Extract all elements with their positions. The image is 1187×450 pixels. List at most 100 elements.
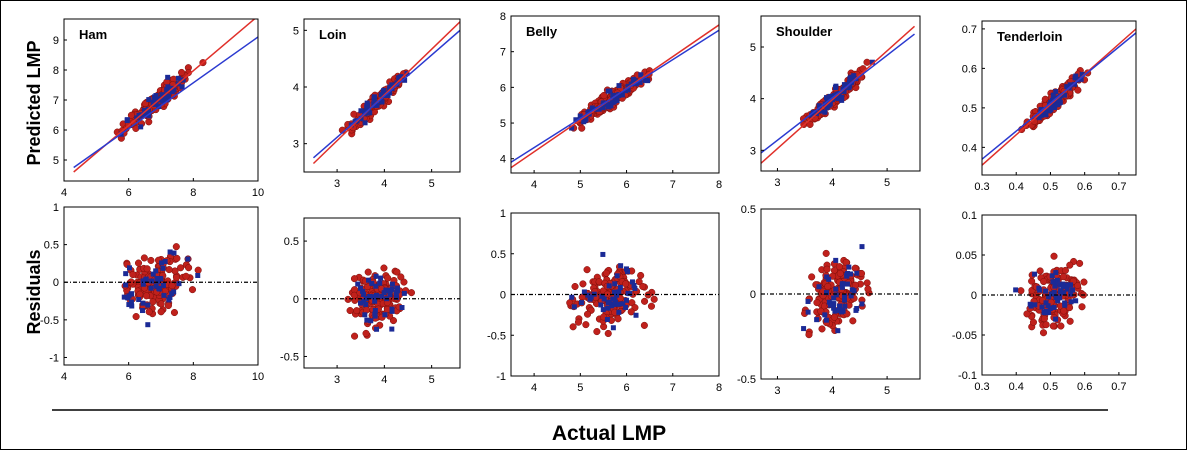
y-tick-label: -0.5 xyxy=(737,374,756,386)
data-point-red xyxy=(824,282,832,291)
fit-line-blue xyxy=(73,36,258,169)
data-point-blue xyxy=(859,244,865,250)
data-point-red xyxy=(639,282,647,291)
data-point-blue xyxy=(372,298,378,304)
data-point-blue xyxy=(121,294,127,300)
data-point-red xyxy=(1060,307,1068,315)
data-point-blue xyxy=(839,284,845,290)
data-point-blue xyxy=(832,308,838,314)
data-point-blue xyxy=(140,300,146,306)
panel-6: 3 4 5 -0.5 0 0.5 xyxy=(280,217,461,386)
data-point-blue xyxy=(136,297,142,303)
data-point-blue xyxy=(1051,289,1057,295)
fit-line-blue xyxy=(511,29,719,163)
data-point-blue xyxy=(596,106,602,112)
y-tick-label: -0.5 xyxy=(40,315,59,327)
y-tick-label: 8 xyxy=(500,11,506,23)
data-point-blue xyxy=(627,291,633,297)
y-tick-label: -0.5 xyxy=(280,351,299,363)
data-point-blue xyxy=(839,97,845,103)
data-point-blue xyxy=(360,288,366,294)
data-point-blue xyxy=(1062,92,1068,98)
x-tick-label: 8 xyxy=(716,382,722,394)
y-tick-label: -1 xyxy=(496,371,506,383)
data-point-blue xyxy=(615,301,621,307)
data-point-blue xyxy=(1058,288,1064,294)
data-point-blue xyxy=(387,292,393,298)
data-point-blue xyxy=(374,292,380,298)
data-point-blue xyxy=(140,278,146,284)
data-point-blue xyxy=(139,308,145,314)
axes-frame xyxy=(760,15,921,172)
data-point-blue xyxy=(358,285,364,291)
data-point-blue xyxy=(835,307,841,313)
data-point-red xyxy=(1017,287,1025,295)
data-point-blue xyxy=(1079,71,1085,77)
data-point-blue xyxy=(609,303,615,309)
x-tick-label: 8 xyxy=(190,371,196,383)
data-point-blue xyxy=(128,299,134,305)
data-point-red xyxy=(149,298,157,306)
y-tick-label: 7 xyxy=(500,47,506,59)
data-point-blue xyxy=(362,120,368,126)
data-point-red xyxy=(1061,266,1069,274)
x-tick-label: 0.3 xyxy=(974,381,989,393)
data-point-blue xyxy=(166,297,172,303)
data-point-blue xyxy=(643,77,649,83)
data-point-blue xyxy=(126,293,132,299)
y-tick-label: -0.1 xyxy=(958,370,977,382)
data-point-blue xyxy=(160,265,166,271)
panel-title: Loin xyxy=(319,27,346,42)
x-tick-label: 5 xyxy=(884,177,890,189)
data-point-blue xyxy=(195,272,201,278)
panel-9: 0.3 0.4 0.5 0.6 0.7 -0.1 -0.05 0 0.05 0.1 xyxy=(952,210,1137,393)
data-point-red xyxy=(806,120,814,128)
data-point-blue xyxy=(171,250,177,256)
x-tick-label: 7 xyxy=(670,179,676,191)
data-point-blue xyxy=(362,312,368,318)
data-point-blue xyxy=(1060,281,1066,287)
data-point-red xyxy=(380,264,388,272)
x-tick-label: 8 xyxy=(190,187,196,199)
data-point-blue xyxy=(1061,290,1067,296)
data-point-red xyxy=(851,264,859,272)
data-point-blue xyxy=(161,292,167,298)
data-point-red xyxy=(813,299,821,307)
data-point-blue xyxy=(836,94,842,100)
data-point-blue xyxy=(851,73,857,79)
y-tick-label: 9 xyxy=(53,35,59,47)
data-point-blue xyxy=(604,101,610,107)
data-point-blue xyxy=(614,273,620,279)
data-point-blue xyxy=(1038,112,1044,118)
x-tick-label: 4 xyxy=(61,187,67,199)
data-point-red xyxy=(393,268,401,276)
fit-line-blue xyxy=(982,32,1136,160)
data-point-red xyxy=(136,290,144,298)
data-point-blue xyxy=(1073,298,1079,304)
data-point-blue xyxy=(848,293,854,299)
data-point-blue xyxy=(368,318,374,324)
data-point-blue xyxy=(1049,273,1055,279)
data-point-blue xyxy=(1052,283,1058,289)
data-point-red xyxy=(808,273,816,281)
data-point-blue xyxy=(1049,97,1055,103)
x-tick-label: 10 xyxy=(252,187,264,199)
fit-line-blue xyxy=(312,29,460,159)
x-tick-label: 0.6 xyxy=(1077,181,1092,193)
data-point-blue xyxy=(835,328,841,334)
data-point-red xyxy=(835,263,843,271)
data-point-blue xyxy=(842,293,848,299)
data-point-red xyxy=(614,315,622,323)
y-tick-label: 1 xyxy=(53,202,59,214)
data-point-blue xyxy=(846,85,852,91)
data-point-blue xyxy=(637,79,643,85)
data-point-blue xyxy=(841,82,847,88)
x-tick-label: 4 xyxy=(61,371,67,383)
data-point-blue xyxy=(369,280,375,286)
data-point-blue xyxy=(361,291,367,297)
data-point-red xyxy=(1039,329,1048,337)
data-point-blue xyxy=(1056,97,1062,103)
data-point-blue xyxy=(610,325,616,331)
data-point-red xyxy=(1040,277,1048,286)
data-point-red xyxy=(1066,261,1074,269)
